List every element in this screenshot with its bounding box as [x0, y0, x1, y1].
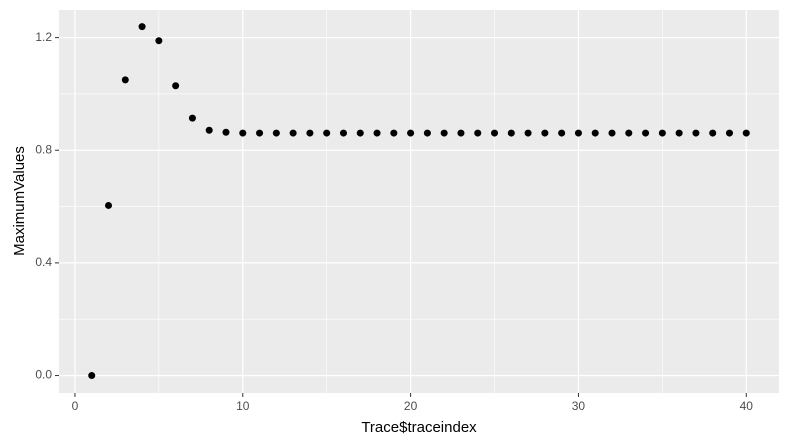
point — [339, 129, 347, 137]
point — [407, 129, 415, 137]
point — [558, 129, 566, 137]
point — [423, 129, 431, 137]
point — [256, 129, 264, 137]
point — [373, 129, 381, 137]
point — [306, 129, 314, 137]
point — [692, 129, 700, 137]
point — [88, 372, 96, 380]
point — [121, 76, 129, 84]
x-tick-label: 40 — [740, 399, 754, 413]
point — [474, 129, 482, 137]
y-axis-title: MaximumValues — [11, 146, 28, 256]
point — [272, 129, 280, 137]
x-axis-title: Trace$traceindex — [361, 419, 477, 436]
x-tick-label: 10 — [236, 399, 250, 413]
point — [289, 129, 297, 137]
point — [658, 129, 666, 137]
x-tick-label: 20 — [404, 399, 418, 413]
point — [105, 201, 113, 209]
point — [524, 129, 532, 137]
point — [155, 37, 163, 45]
x-tick-label: 0 — [72, 399, 79, 413]
point — [625, 129, 633, 137]
point — [222, 128, 230, 136]
point — [675, 129, 683, 137]
point — [574, 129, 582, 137]
y-tick-label: 0.8 — [35, 142, 52, 156]
point — [491, 129, 499, 137]
point — [390, 129, 398, 137]
point — [239, 129, 247, 137]
point — [541, 129, 549, 137]
point — [725, 129, 733, 137]
point — [356, 129, 364, 137]
point — [742, 129, 750, 137]
point — [138, 23, 146, 31]
point — [172, 82, 180, 90]
x-tick-label: 30 — [572, 399, 586, 413]
y-tick-label: 0.4 — [35, 255, 52, 269]
point — [608, 129, 616, 137]
point — [642, 129, 650, 137]
point — [709, 129, 717, 137]
y-tick-label: 0.0 — [35, 368, 52, 382]
point — [507, 129, 515, 137]
point — [188, 114, 196, 122]
point — [591, 129, 599, 137]
panel — [59, 10, 779, 393]
point — [323, 129, 331, 137]
point — [440, 129, 448, 137]
y-tick-label: 1.2 — [35, 30, 52, 44]
point — [205, 126, 213, 134]
point — [457, 129, 465, 137]
